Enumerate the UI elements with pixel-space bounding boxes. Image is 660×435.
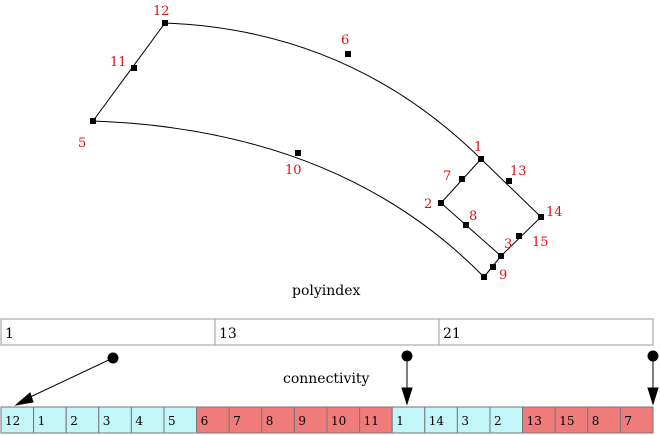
connectivity-value: 3 <box>103 414 111 428</box>
polyindex-value: 13 <box>219 326 237 342</box>
mesh-node-11 <box>131 65 137 71</box>
mesh-node-13 <box>506 178 512 184</box>
mesh-node-10 <box>295 150 301 156</box>
mesh-node-14 <box>538 214 544 220</box>
connectivity-value: 5 <box>168 414 176 428</box>
mesh-node-5 <box>90 118 96 124</box>
pointer-line <box>25 357 114 400</box>
connectivity-value: 9 <box>298 414 306 428</box>
connectivity-value: 2 <box>70 414 78 428</box>
connectivity-value: 7 <box>233 414 241 428</box>
mesh-edge <box>92 120 485 278</box>
connectivity-value: 8 <box>266 414 274 428</box>
pointer-head <box>647 387 659 406</box>
connectivity-caption: connectivity <box>283 371 370 387</box>
node-label-13: 13 <box>510 164 527 179</box>
node-label-12: 12 <box>153 4 170 19</box>
connectivity-cell <box>587 406 621 434</box>
pointer-arrows <box>14 350 659 406</box>
connectivity-value: 6 <box>201 414 209 428</box>
mesh-node-12 <box>162 20 168 26</box>
connectivity-value: 11 <box>364 414 379 428</box>
connectivity-value: 1 <box>396 414 404 428</box>
polyindex-caption: polyindex <box>292 283 361 299</box>
connectivity-cell <box>489 406 524 434</box>
mesh-node-15 <box>516 233 522 239</box>
node-label-6: 6 <box>341 33 349 48</box>
polyindex-cell <box>0 318 216 346</box>
mesh-node-8 <box>463 222 469 228</box>
mesh-node-1 <box>478 156 484 162</box>
mesh-node-3 <box>498 253 504 259</box>
connectivity-value: 4 <box>135 414 143 428</box>
node-label-1: 1 <box>474 140 482 155</box>
connectivity-value: 12 <box>5 414 20 428</box>
node-label-15: 15 <box>532 235 549 250</box>
polyindex-value: 1 <box>5 326 14 342</box>
node-label-2: 2 <box>424 197 432 212</box>
connectivity-cell <box>163 406 198 434</box>
connectivity-cell <box>98 406 132 434</box>
node-label-11: 11 <box>110 55 127 70</box>
connectivity-value: 3 <box>461 414 469 428</box>
connectivity-value: 1 <box>38 414 46 428</box>
connectivity-cell <box>65 406 100 434</box>
node-label-10: 10 <box>285 163 302 178</box>
mesh-node-labels: 12 11 5 6 10 1 7 13 2 8 14 3 15 9 <box>78 4 563 283</box>
mesh-node-7 <box>459 176 465 182</box>
connectivity-value: 15 <box>559 414 574 428</box>
connectivity-value: 10 <box>331 414 346 428</box>
connectivity-array: 12 1 2 3 4 5 6 7 8 9 10 11 1 14 3 2 13 15 8 7 <box>0 406 654 434</box>
node-label-5: 5 <box>78 136 86 151</box>
mesh-nodes <box>90 20 544 280</box>
polyindex-array: 1 13 21 <box>0 318 654 346</box>
pointer-head <box>14 392 34 406</box>
node-label-14: 14 <box>546 205 563 220</box>
polyindex-cell <box>214 318 440 346</box>
connectivity-cell <box>522 406 556 434</box>
connectivity-cell <box>326 406 361 434</box>
mesh-edge <box>92 22 166 122</box>
connectivity-value: 13 <box>527 414 542 428</box>
node-label-8: 8 <box>469 209 477 224</box>
connectivity-cell <box>424 406 458 434</box>
mesh-node-6 <box>345 51 351 57</box>
pointer-head <box>401 387 413 406</box>
connectivity-cell <box>261 406 295 434</box>
connectivity-value: 8 <box>592 414 600 428</box>
mesh-edge <box>164 22 482 160</box>
mesh-node-9b <box>481 274 487 280</box>
connectivity-cell <box>33 406 67 434</box>
connectivity-value: 14 <box>429 414 445 428</box>
polyindex-cell <box>438 318 654 346</box>
connectivity-cell <box>391 406 426 434</box>
mesh-node-9 <box>490 264 496 270</box>
mesh-node-2 <box>438 200 444 206</box>
mesh-edge <box>440 202 502 257</box>
node-label-9: 9 <box>499 268 507 283</box>
connectivity-cell <box>293 406 328 434</box>
polyindex-value: 21 <box>443 326 461 342</box>
connectivity-cell <box>619 406 654 434</box>
mesh-edge <box>480 158 542 218</box>
connectivity-cell <box>359 406 393 434</box>
connectivity-value: 7 <box>624 414 632 428</box>
connectivity-value: 2 <box>494 414 502 428</box>
node-label-7: 7 <box>443 169 451 184</box>
connectivity-cell <box>196 406 230 434</box>
node-label-3: 3 <box>504 237 512 252</box>
connectivity-cell <box>228 406 263 434</box>
